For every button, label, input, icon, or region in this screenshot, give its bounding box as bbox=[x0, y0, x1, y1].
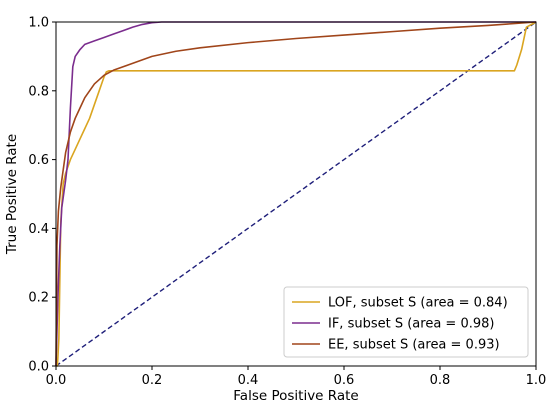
x-tick-label: 0.6 bbox=[334, 373, 355, 388]
y-axis-label: True Positive Rate bbox=[4, 134, 20, 255]
legend-entry-1: LOF, subset S (area = 0.84) bbox=[328, 296, 508, 311]
y-tick-label: 0.8 bbox=[28, 84, 49, 99]
legend-entry-3: EE, subset S (area = 0.93) bbox=[328, 338, 500, 353]
x-axis-label: False Positive Rate bbox=[233, 388, 358, 404]
series-line-3 bbox=[55, 21, 537, 367]
legend-box bbox=[283, 286, 529, 358]
reference-diagonal-line bbox=[55, 21, 537, 367]
x-tick-label: 1.0 bbox=[526, 373, 547, 388]
plot-frame bbox=[55, 21, 537, 367]
y-tick-label: 0.2 bbox=[28, 291, 49, 306]
x-tick-label: 0.2 bbox=[142, 373, 163, 388]
series-line-1 bbox=[56, 21, 537, 367]
legend-entry-2: IF, subset S (area = 0.98) bbox=[328, 317, 494, 332]
y-tick-label: 0.6 bbox=[28, 153, 49, 168]
legend: LOF, subset S (area = 0.84) IF, subset S … bbox=[283, 286, 529, 358]
y-tick-label: 0.0 bbox=[28, 360, 49, 375]
y-tick-label: 1.0 bbox=[28, 16, 49, 31]
x-tick-label: 0.0 bbox=[46, 373, 67, 388]
x-tick-label: 0.8 bbox=[430, 373, 451, 388]
y-tick-label: 0.4 bbox=[28, 222, 49, 237]
axes-group: 0.0 0.2 0.4 0.6 0.8 1.0 0.0 0.2 0.4 0.6 0.8 1.0 bbox=[28, 16, 546, 389]
x-tick-label: 0.4 bbox=[238, 373, 259, 388]
